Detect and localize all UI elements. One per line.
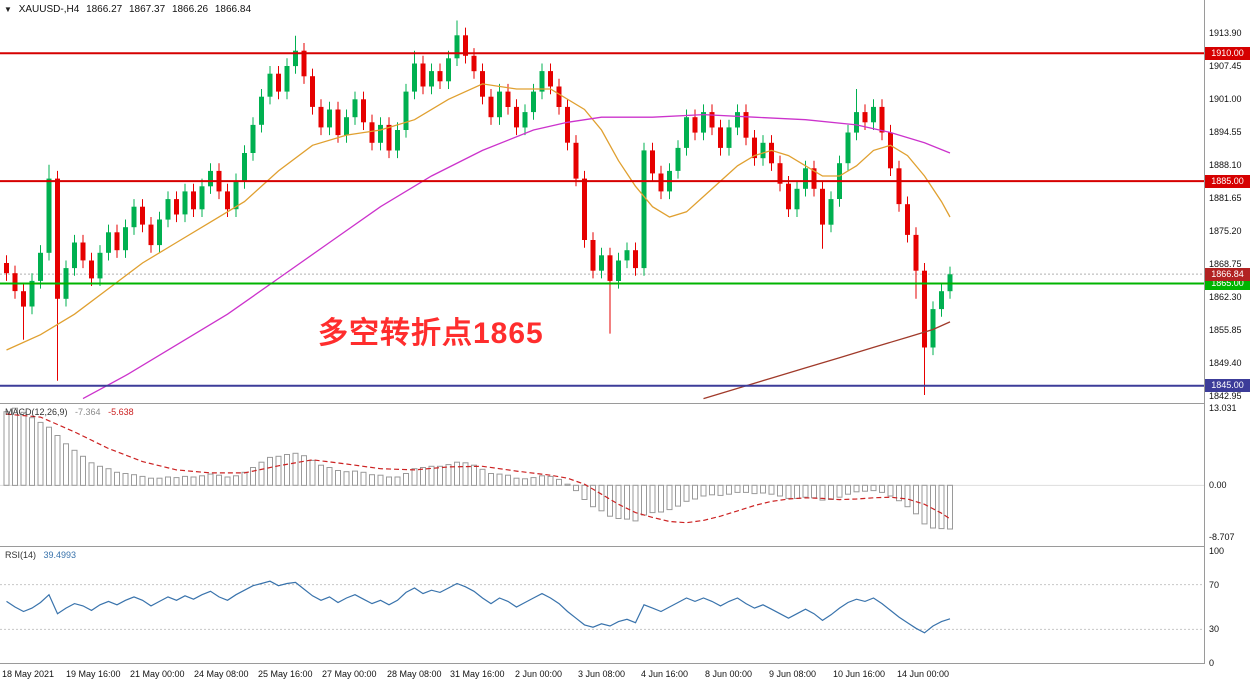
time-tick-label: 28 May 08:00 — [387, 669, 442, 679]
time-tick-label: 24 May 08:00 — [194, 669, 249, 679]
time-tick-label: 31 May 16:00 — [450, 669, 505, 679]
ohlc-open: 1866.27 — [86, 4, 123, 15]
collapse-triangle-icon[interactable]: ▼ — [4, 5, 12, 14]
axis-tick-label: 13.031 — [1209, 403, 1237, 413]
symbol-timeframe-label: XAUUSD-,H4 — [18, 4, 80, 15]
time-tick-label: 14 Jun 00:00 — [897, 669, 950, 679]
pane-divider-macd-rsi[interactable] — [0, 546, 1250, 547]
ohlc-high: 1867.37 — [129, 4, 166, 15]
macd-main-value: -7.364 — [75, 407, 101, 417]
axis-tick-label: 1888.10 — [1209, 160, 1242, 171]
level-price-badge: 1845.00 — [1205, 379, 1250, 393]
pane-divider-main-macd[interactable] — [0, 403, 1250, 404]
time-tick-label: 9 Jun 08:00 — [769, 669, 817, 679]
axis-tick-label: 0.00 — [1209, 480, 1227, 491]
chart-annotation-text[interactable]: 多空转折点1865 — [318, 317, 544, 350]
time-axis-border — [0, 663, 1250, 664]
rsi-plot[interactable] — [0, 547, 1204, 663]
time-tick-label: 19 May 16:00 — [66, 669, 121, 679]
axis-tick-label: 1849.40 — [1209, 358, 1242, 369]
axis-tick-label: 30 — [1209, 624, 1220, 635]
macd-name: MACD(12,26,9) — [5, 407, 68, 417]
time-tick-label: 2 Jun 00:00 — [515, 669, 563, 679]
time-tick-label: 8 Jun 00:00 — [705, 669, 753, 679]
rsi-value: 39.4993 — [43, 550, 77, 560]
axis-tick-label: 70 — [1209, 579, 1220, 590]
current-price-badge: 1866.84 — [1205, 267, 1250, 281]
axis-tick-label: 1907.45 — [1209, 61, 1242, 72]
price-axis[interactable]: 1913.90 1907.45 1901.00 1894.55 1888.10 1881.… — [1205, 0, 1250, 688]
time-tick-label: 27 May 00:00 — [322, 669, 377, 679]
axis-tick-label: 1862.30 — [1209, 292, 1242, 303]
time-tick-label: 25 May 16:00 — [258, 669, 313, 679]
macd-plot[interactable] — [0, 404, 1204, 546]
time-tick-label: 3 Jun 08:00 — [578, 669, 626, 679]
time-tick-label: 4 Jun 16:00 — [641, 669, 689, 679]
level-price-badge: 1885.00 — [1205, 174, 1250, 188]
macd-indicator-label: MACD(12,26,9) -7.364 -5.638 — [5, 407, 134, 417]
time-axis[interactable]: 18 May 2021 19 May 16:00 21 May 00:00 24 Ma… — [0, 664, 1204, 688]
axis-tick-label: -8.707 — [1209, 532, 1235, 542]
axis-tick-label: 1901.00 — [1209, 94, 1242, 105]
symbol-ohlc-readout: ▼ XAUUSD-,H4 1866.27 1867.37 1866.26 186… — [4, 4, 255, 15]
axis-tick-label: 0 — [1209, 658, 1215, 668]
candlestick-plot[interactable] — [0, 0, 1204, 403]
time-tick-label: 21 May 00:00 — [130, 669, 185, 679]
level-price-badge: 1910.00 — [1205, 46, 1250, 60]
price-axis-border — [1204, 0, 1205, 663]
axis-tick-label: 1894.55 — [1209, 127, 1242, 138]
axis-tick-label: 1868.75 — [1209, 259, 1242, 270]
rsi-name: RSI(14) — [5, 550, 37, 560]
axis-tick-label: 1881.65 — [1209, 193, 1242, 204]
time-tick-label: 18 May 2021 — [2, 669, 55, 679]
axis-tick-label: 100 — [1209, 546, 1225, 556]
ohlc-low: 1866.26 — [171, 4, 209, 15]
macd-signal-value: -5.638 — [108, 407, 134, 417]
axis-tick-label: 1855.85 — [1209, 325, 1242, 336]
ohlc-close: 1866.84 — [214, 4, 252, 15]
time-tick-label: 10 Jun 16:00 — [833, 669, 886, 679]
axis-tick-label: 1913.90 — [1209, 28, 1242, 39]
rsi-indicator-label: RSI(14) 39.4993 — [5, 550, 76, 560]
axis-tick-label: 1842.95 — [1209, 391, 1242, 402]
axis-tick-label: 1875.20 — [1209, 226, 1242, 237]
